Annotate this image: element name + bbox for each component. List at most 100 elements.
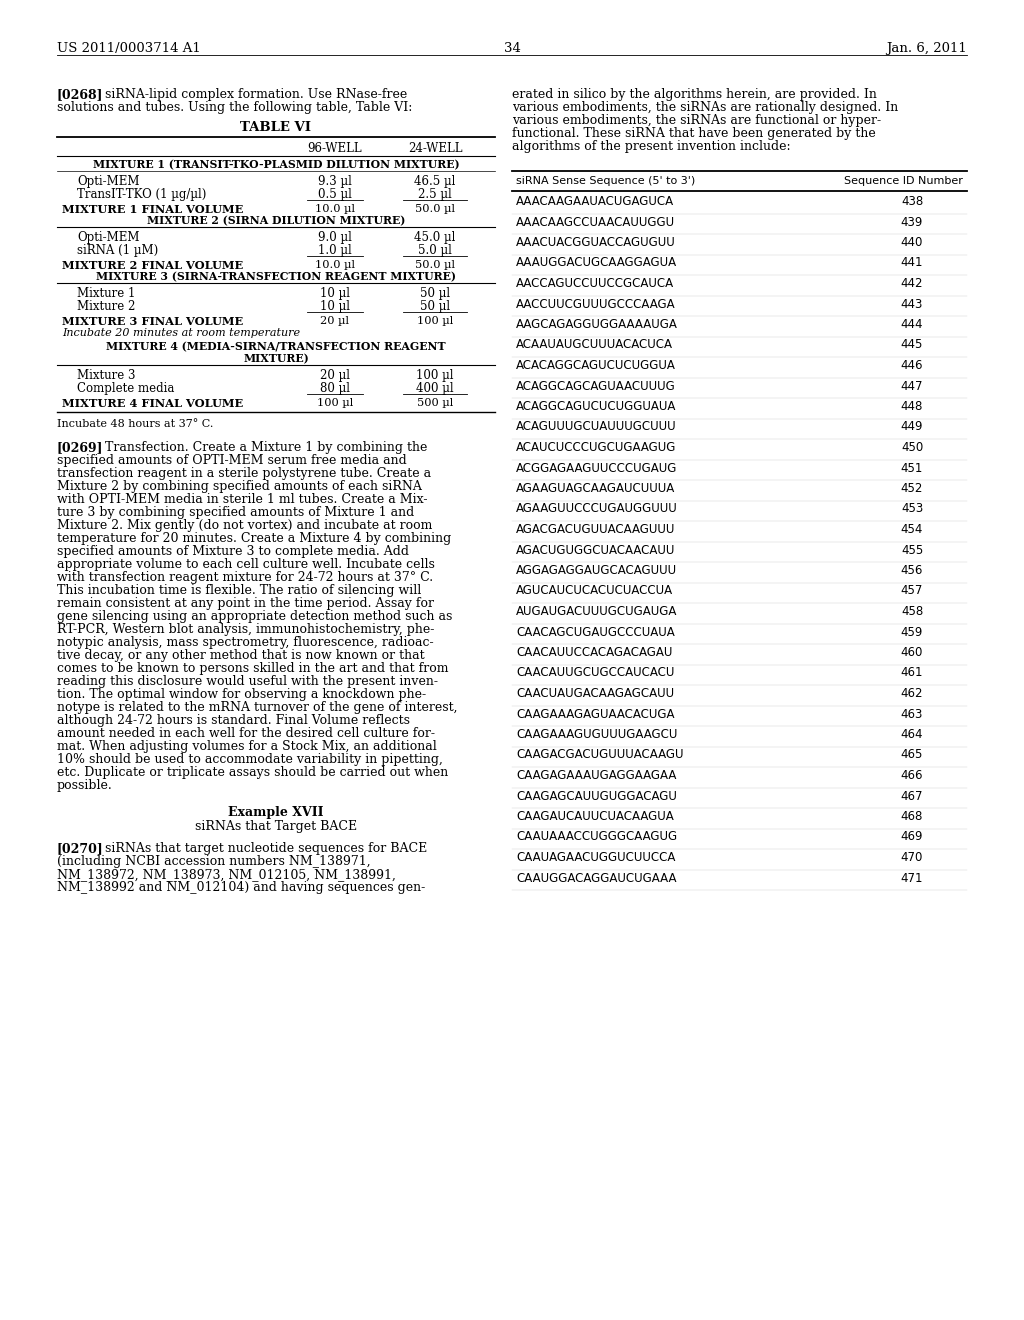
Text: 467: 467 (901, 789, 924, 803)
Text: RT-PCR, Western blot analysis, immunohistochemistry, phe-: RT-PCR, Western blot analysis, immunohis… (57, 623, 434, 636)
Text: Mixture 2 by combining specified amounts of each siRNA: Mixture 2 by combining specified amounts… (57, 480, 422, 492)
Text: 34: 34 (504, 42, 520, 55)
Text: ACAUCUCCCUGCUGAAGUG: ACAUCUCCCUGCUGAAGUG (516, 441, 677, 454)
Text: ACGGAGAAGUUCCCUGAUG: ACGGAGAAGUUCCCUGAUG (516, 462, 677, 474)
Text: various embodiments, the siRNAs are rationally designed. In: various embodiments, the siRNAs are rati… (512, 102, 898, 114)
Text: MIXTURE 1 (TRANSIT-TKO-PLASMID DILUTION MIXTURE): MIXTURE 1 (TRANSIT-TKO-PLASMID DILUTION … (93, 158, 460, 170)
Text: 449: 449 (901, 421, 924, 433)
Text: 452: 452 (901, 482, 924, 495)
Text: Transfection. Create a Mixture 1 by combining the: Transfection. Create a Mixture 1 by comb… (105, 441, 427, 454)
Text: Opti-MEM: Opti-MEM (77, 231, 139, 244)
Text: Incubate 48 hours at 37° C.: Incubate 48 hours at 37° C. (57, 418, 213, 429)
Text: 100 µl: 100 µl (416, 370, 454, 381)
Text: 50 µl: 50 µl (420, 300, 451, 313)
Text: 445: 445 (901, 338, 924, 351)
Text: TransIT-TKO (1 µg/µl): TransIT-TKO (1 µg/µl) (77, 187, 207, 201)
Text: CAAGAGCAUUGUGGACAGU: CAAGAGCAUUGUGGACAGU (516, 789, 677, 803)
Text: (including NCBI accession numbers NM_138971,: (including NCBI accession numbers NM_138… (57, 855, 371, 869)
Text: CAAUGGACAGGAUCUGAAA: CAAUGGACAGGAUCUGAAA (516, 871, 677, 884)
Text: 464: 464 (901, 729, 924, 741)
Text: [0269]: [0269] (57, 441, 103, 454)
Text: AGAAGUUCCCUGAUGGUUU: AGAAGUUCCCUGAUGGUUU (516, 503, 678, 516)
Text: with transfection reagent mixture for 24-72 hours at 37° C.: with transfection reagent mixture for 24… (57, 572, 433, 583)
Text: AAGCAGAGGUGGAAAAUGA: AAGCAGAGGUGGAAAAUGA (516, 318, 678, 331)
Text: 458: 458 (901, 605, 923, 618)
Text: ACACAGGCAGUCUCUGGUA: ACACAGGCAGUCUCUGGUA (516, 359, 676, 372)
Text: Mixture 2: Mixture 2 (77, 300, 135, 313)
Text: AGACUGUGGCUACAACAUU: AGACUGUGGCUACAACAUU (516, 544, 676, 557)
Text: siRNA-lipid complex formation. Use RNase-free: siRNA-lipid complex formation. Use RNase… (105, 88, 408, 102)
Text: 456: 456 (901, 564, 924, 577)
Text: ACAGUUUGCUAUUUGCUUU: ACAGUUUGCUAUUUGCUUU (516, 421, 677, 433)
Text: 20 µl: 20 µl (319, 370, 350, 381)
Text: 454: 454 (901, 523, 924, 536)
Text: CAAGAAAGUGUUUGAAGCU: CAAGAAAGUGUUUGAAGCU (516, 729, 677, 741)
Text: NM_138992 and NM_012104) and having sequences gen-: NM_138992 and NM_012104) and having sequ… (57, 880, 425, 894)
Text: erated in silico by the algorithms herein, are provided. In: erated in silico by the algorithms herei… (512, 88, 877, 102)
Text: 50.0 µl: 50.0 µl (415, 205, 455, 214)
Text: although 24-72 hours is standard. Final Volume reflects: although 24-72 hours is standard. Final … (57, 714, 410, 727)
Text: 453: 453 (901, 503, 923, 516)
Text: CAACAUUCCACAGACAGAU: CAACAUUCCACAGACAGAU (516, 645, 673, 659)
Text: amount needed in each well for the desired cell culture for-: amount needed in each well for the desir… (57, 727, 435, 741)
Text: MIXTURE 2 FINAL VOLUME: MIXTURE 2 FINAL VOLUME (62, 260, 244, 271)
Text: algorithms of the present invention include:: algorithms of the present invention incl… (512, 140, 791, 153)
Text: [0270]: [0270] (57, 842, 103, 855)
Text: 100 µl: 100 µl (316, 399, 353, 408)
Text: Example XVII: Example XVII (228, 807, 324, 818)
Text: AUGAUGACUUUGCUGAUGA: AUGAUGACUUUGCUGAUGA (516, 605, 677, 618)
Text: CAAUAAACCUGGGCAAGUG: CAAUAAACCUGGGCAAGUG (516, 830, 677, 843)
Text: Sequence ID Number: Sequence ID Number (844, 176, 963, 186)
Text: Mixture 2. Mix gently (do not vortex) and incubate at room: Mixture 2. Mix gently (do not vortex) an… (57, 519, 432, 532)
Text: 1.0 µl: 1.0 µl (318, 244, 352, 257)
Text: 448: 448 (901, 400, 924, 413)
Text: NM_138972, NM_138973, NM_012105, NM_138991,: NM_138972, NM_138973, NM_012105, NM_1389… (57, 869, 396, 880)
Text: 465: 465 (901, 748, 924, 762)
Text: CAACAUUGCUGCCAUCACU: CAACAUUGCUGCCAUCACU (516, 667, 675, 680)
Text: solutions and tubes. Using the following table, Table VI:: solutions and tubes. Using the following… (57, 102, 413, 114)
Text: 457: 457 (901, 585, 924, 598)
Text: MIXTURE 2 (SIRNA DILUTION MIXTURE): MIXTURE 2 (SIRNA DILUTION MIXTURE) (146, 215, 406, 226)
Text: 450: 450 (901, 441, 923, 454)
Text: 400 µl: 400 µl (416, 381, 454, 395)
Text: 444: 444 (901, 318, 924, 331)
Text: 468: 468 (901, 810, 924, 822)
Text: comes to be known to persons skilled in the art and that from: comes to be known to persons skilled in … (57, 663, 449, 675)
Text: 2.5 µl: 2.5 µl (418, 187, 452, 201)
Text: Jan. 6, 2011: Jan. 6, 2011 (886, 42, 967, 55)
Text: 50 µl: 50 µl (420, 286, 451, 300)
Text: 438: 438 (901, 195, 923, 209)
Text: 0.5 µl: 0.5 µl (318, 187, 352, 201)
Text: 443: 443 (901, 297, 924, 310)
Text: AACCUUCGUUUGCCCAAGA: AACCUUCGUUUGCCCAAGA (516, 297, 676, 310)
Text: US 2011/0003714 A1: US 2011/0003714 A1 (57, 42, 201, 55)
Text: 440: 440 (901, 236, 924, 249)
Text: MIXTURE 3 (SIRNA-TRANSFECTION REAGENT MIXTURE): MIXTURE 3 (SIRNA-TRANSFECTION REAGENT MI… (96, 271, 456, 282)
Text: MIXTURE 3 FINAL VOLUME: MIXTURE 3 FINAL VOLUME (62, 315, 244, 327)
Text: temperature for 20 minutes. Create a Mixture 4 by combining: temperature for 20 minutes. Create a Mix… (57, 532, 452, 545)
Text: 446: 446 (901, 359, 924, 372)
Text: 9.0 µl: 9.0 µl (318, 231, 352, 244)
Text: 451: 451 (901, 462, 924, 474)
Text: CAAGAAAGAGUAACACUGA: CAAGAAAGAGUAACACUGA (516, 708, 675, 721)
Text: AGAAGUAGCAAGAUCUUUA: AGAAGUAGCAAGAUCUUUA (516, 482, 675, 495)
Text: ACAAUAUGCUUUACACUCA: ACAAUAUGCUUUACACUCA (516, 338, 673, 351)
Text: [0268]: [0268] (57, 88, 103, 102)
Text: 447: 447 (901, 380, 924, 392)
Text: AGACGACUGUUACAAGUUU: AGACGACUGUUACAAGUUU (516, 523, 676, 536)
Text: CAAGAUCAUUCUACAAGUA: CAAGAUCAUUCUACAAGUA (516, 810, 674, 822)
Text: 80 µl: 80 µl (319, 381, 350, 395)
Text: 461: 461 (901, 667, 924, 680)
Text: 96-WELL: 96-WELL (307, 143, 362, 154)
Text: 46.5 µl: 46.5 µl (415, 176, 456, 187)
Text: CAAGAGAAAUGAGGAAGAA: CAAGAGAAAUGAGGAAGAA (516, 770, 677, 781)
Text: 500 µl: 500 µl (417, 399, 454, 408)
Text: AAACAAGAAUACUGAGUCA: AAACAAGAAUACUGAGUCA (516, 195, 674, 209)
Text: gene silencing using an appropriate detection method such as: gene silencing using an appropriate dete… (57, 610, 453, 623)
Text: MIXTURE 4 (MEDIA-SIRNA/TRANSFECTION REAGENT: MIXTURE 4 (MEDIA-SIRNA/TRANSFECTION REAG… (106, 341, 445, 352)
Text: 100 µl: 100 µl (417, 315, 454, 326)
Text: etc. Duplicate or triplicate assays should be carried out when: etc. Duplicate or triplicate assays shou… (57, 766, 449, 779)
Text: 10 µl: 10 µl (319, 286, 350, 300)
Text: ture 3 by combining specified amounts of Mixture 1 and: ture 3 by combining specified amounts of… (57, 506, 415, 519)
Text: This incubation time is flexible. The ratio of silencing will: This incubation time is flexible. The ra… (57, 583, 421, 597)
